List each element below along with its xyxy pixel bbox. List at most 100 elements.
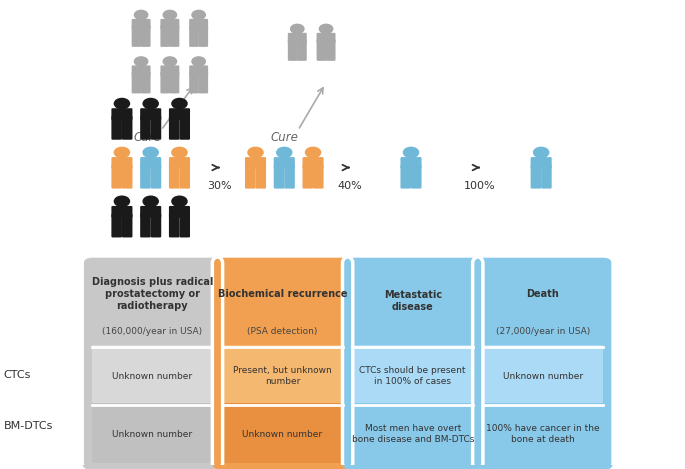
FancyBboxPatch shape <box>169 108 190 120</box>
Text: Cure: Cure <box>134 131 161 144</box>
FancyBboxPatch shape <box>316 39 326 61</box>
FancyBboxPatch shape <box>401 157 421 169</box>
Circle shape <box>114 196 129 206</box>
FancyBboxPatch shape <box>160 72 170 93</box>
FancyBboxPatch shape <box>112 206 132 218</box>
Text: CTCs should be present
in 100% of cases: CTCs should be present in 100% of cases <box>360 366 466 386</box>
Text: (27,000/year in USA): (27,000/year in USA) <box>496 327 590 336</box>
FancyBboxPatch shape <box>169 165 179 189</box>
Text: (PSA detection): (PSA detection) <box>247 327 318 336</box>
FancyBboxPatch shape <box>151 213 161 237</box>
FancyBboxPatch shape <box>141 25 151 47</box>
FancyBboxPatch shape <box>140 213 151 237</box>
FancyBboxPatch shape <box>140 157 161 169</box>
FancyBboxPatch shape <box>303 157 323 169</box>
FancyBboxPatch shape <box>316 33 336 44</box>
FancyBboxPatch shape <box>122 116 132 140</box>
FancyBboxPatch shape <box>199 25 208 47</box>
FancyBboxPatch shape <box>170 25 179 47</box>
FancyBboxPatch shape <box>342 256 483 469</box>
FancyBboxPatch shape <box>189 19 208 30</box>
FancyBboxPatch shape <box>141 72 151 93</box>
FancyBboxPatch shape <box>353 345 473 405</box>
FancyBboxPatch shape <box>140 116 151 140</box>
FancyBboxPatch shape <box>541 165 551 189</box>
Circle shape <box>192 57 206 66</box>
FancyBboxPatch shape <box>169 206 190 218</box>
FancyBboxPatch shape <box>151 165 161 189</box>
Circle shape <box>172 147 187 158</box>
FancyBboxPatch shape <box>313 165 323 189</box>
FancyBboxPatch shape <box>140 206 161 218</box>
FancyBboxPatch shape <box>288 39 297 61</box>
FancyBboxPatch shape <box>274 165 284 189</box>
FancyBboxPatch shape <box>245 165 256 189</box>
Circle shape <box>403 147 419 158</box>
Text: Biochemical recurrence: Biochemical recurrence <box>218 289 347 299</box>
Circle shape <box>163 10 177 19</box>
Circle shape <box>163 57 177 66</box>
FancyBboxPatch shape <box>132 72 141 93</box>
FancyBboxPatch shape <box>160 65 179 76</box>
FancyBboxPatch shape <box>132 25 141 47</box>
FancyBboxPatch shape <box>92 345 212 405</box>
FancyBboxPatch shape <box>169 116 179 140</box>
FancyBboxPatch shape <box>483 345 603 405</box>
FancyBboxPatch shape <box>411 165 421 189</box>
Circle shape <box>114 98 129 109</box>
Text: 100%: 100% <box>464 181 495 191</box>
Circle shape <box>143 98 158 109</box>
FancyBboxPatch shape <box>483 403 603 463</box>
Text: Metastatic
disease: Metastatic disease <box>384 289 442 312</box>
FancyBboxPatch shape <box>112 116 122 140</box>
FancyBboxPatch shape <box>170 72 179 93</box>
FancyBboxPatch shape <box>112 165 122 189</box>
FancyBboxPatch shape <box>212 256 353 469</box>
Circle shape <box>134 10 148 19</box>
FancyBboxPatch shape <box>223 403 342 463</box>
Circle shape <box>143 196 158 206</box>
FancyBboxPatch shape <box>179 165 190 189</box>
FancyBboxPatch shape <box>132 19 151 30</box>
FancyBboxPatch shape <box>179 213 190 237</box>
FancyBboxPatch shape <box>112 157 132 169</box>
Text: CTCs: CTCs <box>3 370 31 379</box>
Circle shape <box>290 24 304 33</box>
FancyBboxPatch shape <box>169 213 179 237</box>
FancyBboxPatch shape <box>132 65 151 76</box>
Text: Diagnosis plus radical
prostatectomy or
radiotherapy: Diagnosis plus radical prostatectomy or … <box>92 277 213 311</box>
FancyBboxPatch shape <box>179 116 190 140</box>
FancyBboxPatch shape <box>326 39 336 61</box>
FancyBboxPatch shape <box>223 345 342 405</box>
FancyBboxPatch shape <box>531 165 541 189</box>
Circle shape <box>172 196 187 206</box>
Text: Unknown number: Unknown number <box>503 371 583 380</box>
FancyBboxPatch shape <box>140 165 151 189</box>
FancyBboxPatch shape <box>112 213 122 237</box>
Text: Unknown number: Unknown number <box>112 430 192 439</box>
FancyBboxPatch shape <box>284 165 295 189</box>
Circle shape <box>134 57 148 66</box>
Circle shape <box>114 147 129 158</box>
FancyBboxPatch shape <box>189 72 199 93</box>
FancyBboxPatch shape <box>531 157 551 169</box>
FancyBboxPatch shape <box>92 403 212 463</box>
Text: Unknown number: Unknown number <box>242 430 323 439</box>
Circle shape <box>277 147 292 158</box>
FancyBboxPatch shape <box>353 403 473 463</box>
Text: 30%: 30% <box>207 181 232 191</box>
Circle shape <box>248 147 263 158</box>
Text: Present, but unknown
number: Present, but unknown number <box>233 366 332 386</box>
FancyBboxPatch shape <box>199 72 208 93</box>
Text: Unknown number: Unknown number <box>112 371 192 380</box>
FancyBboxPatch shape <box>160 25 170 47</box>
FancyBboxPatch shape <box>473 256 613 469</box>
FancyBboxPatch shape <box>401 165 411 189</box>
Circle shape <box>192 10 206 19</box>
Text: Death: Death <box>527 289 559 299</box>
FancyBboxPatch shape <box>274 157 295 169</box>
FancyBboxPatch shape <box>82 256 223 469</box>
FancyBboxPatch shape <box>189 25 199 47</box>
FancyBboxPatch shape <box>122 165 132 189</box>
Text: 40%: 40% <box>337 181 362 191</box>
